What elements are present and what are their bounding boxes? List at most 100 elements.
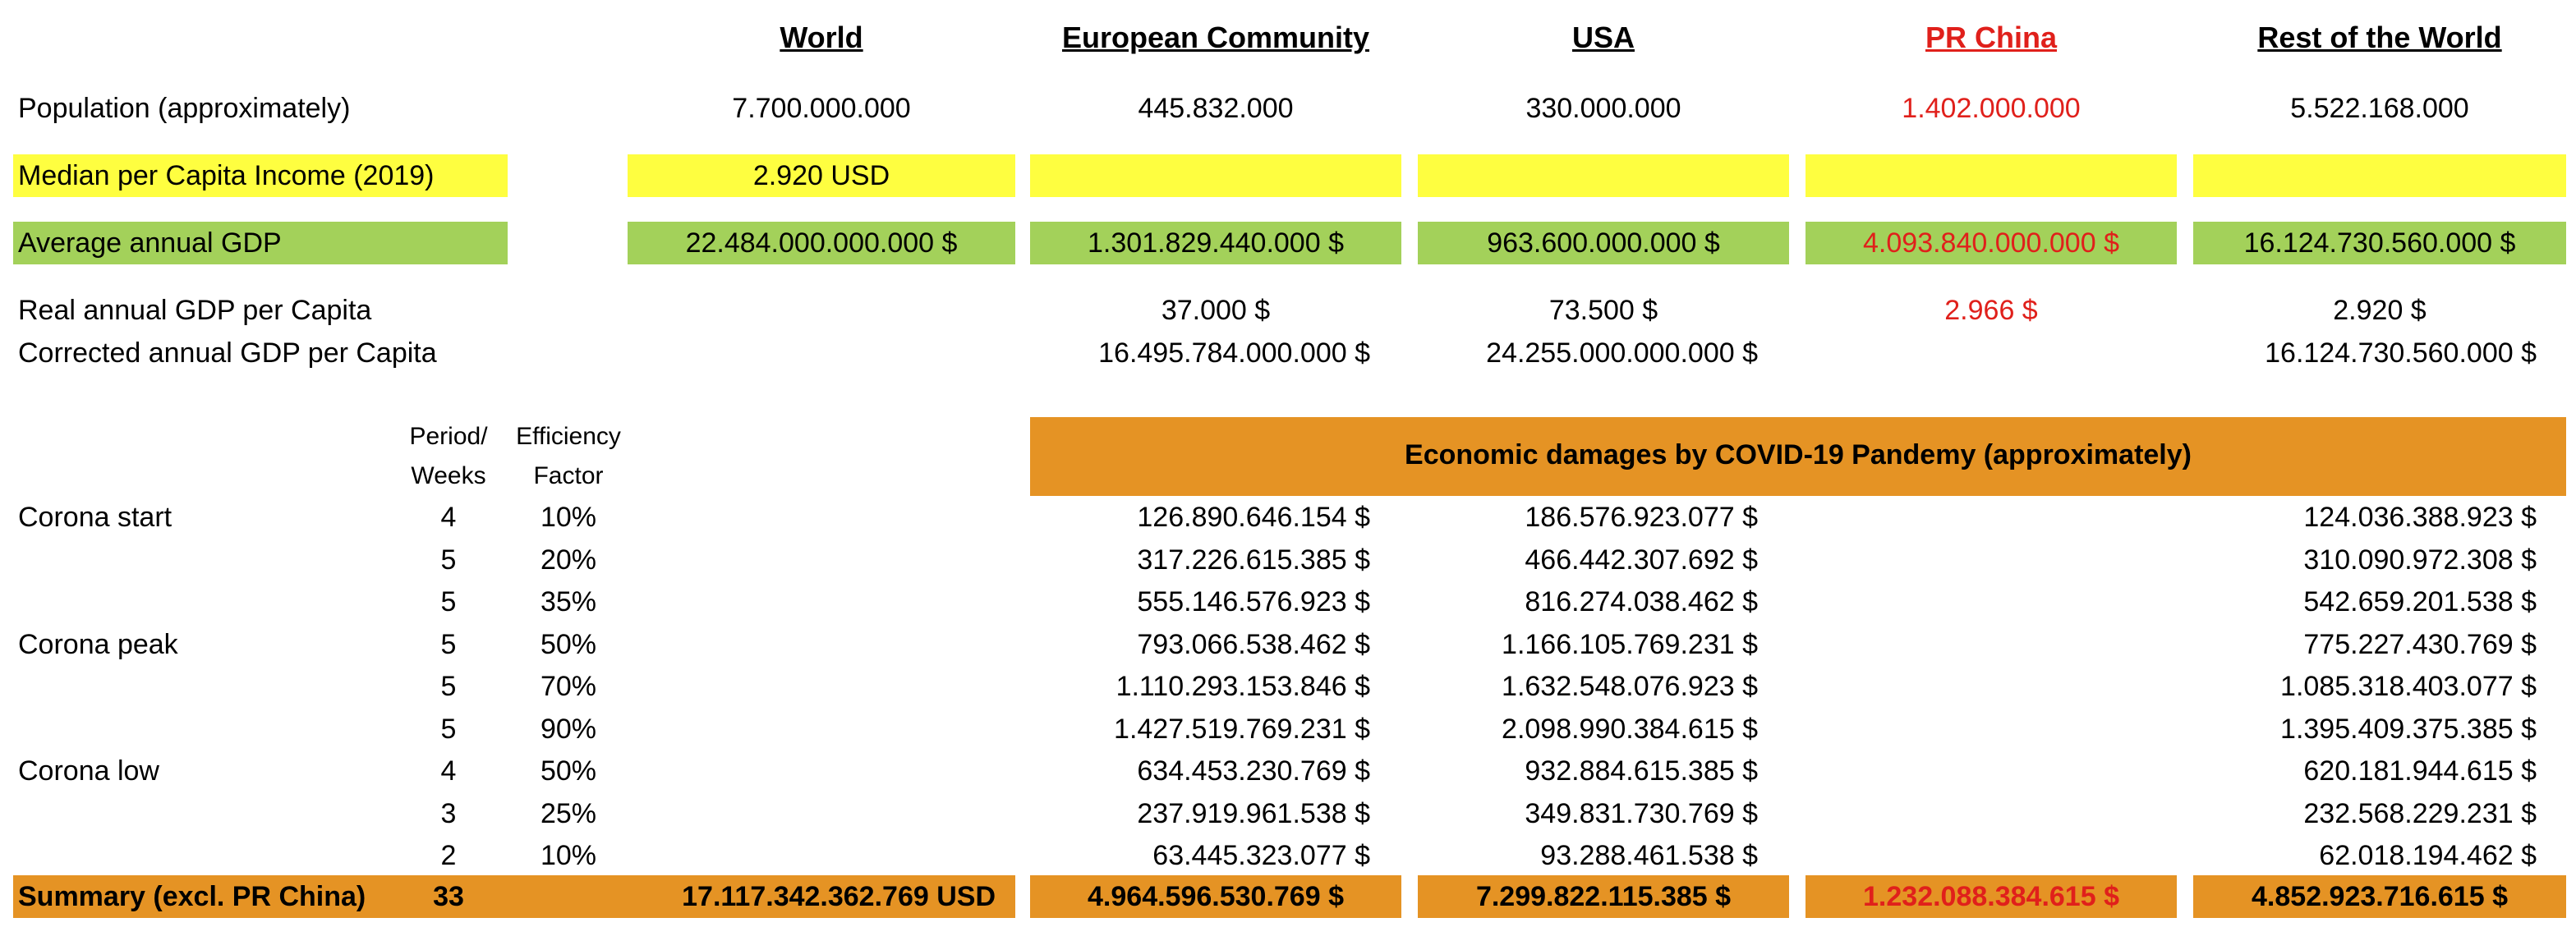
row-rest-damage: 62.018.194.462 $	[2319, 840, 2537, 871]
gdp-rest-band	[2193, 222, 2566, 264]
row-rest-damage: 1.085.318.403.077 $	[2280, 671, 2537, 702]
row-ec-damage: 317.226.615.385 $	[1137, 544, 1370, 576]
real-gdp-rest: 2.920 $	[2333, 295, 2426, 326]
summary-china-band	[1806, 875, 2177, 918]
population-ec: 445.832.000	[1138, 93, 1294, 124]
median-usa-band	[1418, 154, 1789, 197]
real-gdp-usa: 73.500 $	[1548, 295, 1658, 326]
row-usa-damage: 932.884.615.385 $	[1525, 755, 1758, 787]
row-factor: 50%	[540, 755, 597, 787]
row-weeks: 5	[440, 629, 457, 660]
corrected-gdp-rest: 16.124.730.560.000 $	[2265, 337, 2537, 369]
real-gdp-china: 2.966 $	[1944, 295, 2038, 326]
row-usa-damage: 466.442.307.692 $	[1525, 544, 1758, 576]
period-header-line1: Period/	[409, 423, 488, 450]
row-rest-damage: 1.395.409.375.385 $	[2280, 714, 2537, 745]
row-rest-damage: 542.659.201.538 $	[2303, 586, 2537, 617]
column-header-china: PR China	[1925, 21, 2057, 54]
population-usa: 330.000.000	[1525, 93, 1681, 124]
corrected-gdp-ec: 16.495.784.000.000 $	[1098, 337, 1370, 369]
row-ec-damage: 237.919.961.538 $	[1137, 798, 1370, 829]
median-income-world: 2.920 USD	[752, 160, 890, 191]
row-phase: Corona peak	[18, 629, 178, 660]
summary-ec: 4.964.596.530.769 $	[1088, 881, 1344, 912]
row-ec-damage: 126.890.646.154 $	[1137, 502, 1370, 533]
row-ec-damage: 63.445.323.077 $	[1152, 840, 1370, 871]
row-factor: 90%	[540, 714, 597, 745]
real-gdp-ec: 37.000 $	[1161, 295, 1271, 326]
row-ec-damage: 1.427.519.769.231 $	[1114, 714, 1370, 745]
row-usa-damage: 349.831.730.769 $	[1525, 798, 1758, 829]
median-rest-band	[2193, 154, 2566, 197]
median-ec-band	[1030, 154, 1401, 197]
summary-left-band	[13, 875, 1015, 918]
row-weeks: 3	[440, 798, 457, 829]
row-ec-damage: 1.110.293.153.846 $	[1116, 671, 1370, 702]
damages-banner-title: Economic damages by COVID-19 Pandemy (ap…	[1405, 439, 2192, 470]
median-world-band	[628, 154, 1015, 197]
gdp-rest: 16.124.730.560.000 $	[2243, 227, 2516, 259]
row-rest-damage: 310.090.972.308 $	[2303, 544, 2537, 576]
row-phase: Corona start	[18, 502, 172, 533]
column-header-rest: Rest of the World	[2257, 21, 2502, 54]
corrected-gdp-label: Corrected annual GDP per Capita	[18, 337, 437, 369]
row-ec-damage: 555.146.576.923 $	[1137, 586, 1370, 617]
row-factor: 10%	[540, 840, 597, 871]
population-rest: 5.522.168.000	[2290, 93, 2469, 124]
gdp-usa-band	[1418, 222, 1789, 264]
row-usa-damage: 1.632.548.076.923 $	[1502, 671, 1758, 702]
row-weeks: 5	[440, 671, 457, 702]
summary-label: Summary (excl. PR China)	[18, 881, 366, 912]
row-rest-damage: 775.227.430.769 $	[2303, 629, 2537, 660]
row-factor: 10%	[540, 502, 597, 533]
median-china-band	[1806, 154, 2177, 197]
gdp-label: Average annual GDP	[18, 227, 282, 259]
gdp-world-band	[628, 222, 1015, 264]
gdp-ec-band	[1030, 222, 1401, 264]
row-weeks: 5	[440, 586, 457, 617]
row-weeks: 4	[440, 502, 457, 533]
row-weeks: 5	[440, 544, 457, 576]
row-factor: 70%	[540, 671, 597, 702]
row-factor: 20%	[540, 544, 597, 576]
summary-rest-band	[2193, 875, 2566, 918]
damages-banner	[1030, 417, 2566, 496]
column-header-ec: European Community	[1061, 21, 1370, 54]
row-weeks: 4	[440, 755, 457, 787]
row-factor: 35%	[540, 586, 597, 617]
real-gdp-label: Real annual GDP per Capita	[18, 295, 372, 326]
column-header-world: World	[780, 21, 863, 54]
row-usa-damage: 93.288.461.538 $	[1540, 840, 1758, 871]
row-rest-damage: 232.568.229.231 $	[2303, 798, 2537, 829]
summary-weeks: 33	[433, 881, 464, 912]
summary-china: 1.232.088.384.615 $	[1863, 881, 2119, 912]
row-phase: Corona low	[18, 755, 159, 787]
row-ec-damage: 634.453.230.769 $	[1137, 755, 1370, 787]
row-factor: 25%	[540, 798, 597, 829]
population-label: Population (approximately)	[18, 93, 351, 124]
summary-ec-band	[1030, 875, 1401, 918]
row-rest-damage: 124.036.388.923 $	[2303, 502, 2537, 533]
gdp-usa: 963.600.000.000 $	[1487, 227, 1720, 259]
gdp-china-band	[1806, 222, 2177, 264]
gdp-world: 22.484.000.000.000 $	[685, 227, 958, 259]
gdp-ec: 1.301.829.440.000 $	[1088, 227, 1344, 259]
summary-usa-band	[1418, 875, 1789, 918]
gdp-china: 4.093.840.000.000 $	[1863, 227, 2119, 259]
population-china: 1.402.000.000	[1902, 93, 2081, 124]
median-income-label: Median per Capita Income (2019)	[18, 160, 435, 191]
efficiency-header-line1: Efficiency	[516, 423, 621, 450]
row-weeks: 5	[440, 714, 457, 745]
row-ec-damage: 793.066.538.462 $	[1137, 629, 1370, 660]
corrected-gdp-usa: 24.255.000.000.000 $	[1486, 337, 1758, 369]
column-header-usa: USA	[1571, 21, 1635, 54]
period-header-line2: Weeks	[411, 462, 486, 489]
summary-usa: 7.299.822.115.385 $	[1475, 881, 1732, 912]
summary-world: 17.117.342.362.769 USD	[682, 881, 996, 912]
population-world: 7.700.000.000	[732, 93, 911, 124]
row-factor: 50%	[540, 629, 597, 660]
gdp-label-band	[13, 222, 508, 264]
row-usa-damage: 1.166.105.769.231 $	[1502, 629, 1758, 660]
row-weeks: 2	[440, 840, 457, 871]
row-rest-damage: 620.181.944.615 $	[2303, 755, 2537, 787]
